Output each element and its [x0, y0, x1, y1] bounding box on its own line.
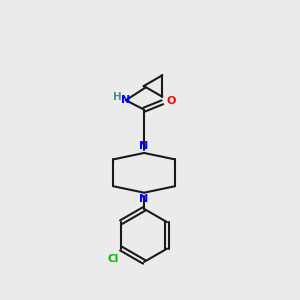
Text: N: N — [140, 142, 149, 152]
Text: Cl: Cl — [107, 254, 118, 264]
Text: N: N — [121, 95, 130, 105]
Text: O: O — [166, 96, 176, 106]
Text: H: H — [113, 92, 122, 102]
Text: N: N — [140, 194, 149, 204]
